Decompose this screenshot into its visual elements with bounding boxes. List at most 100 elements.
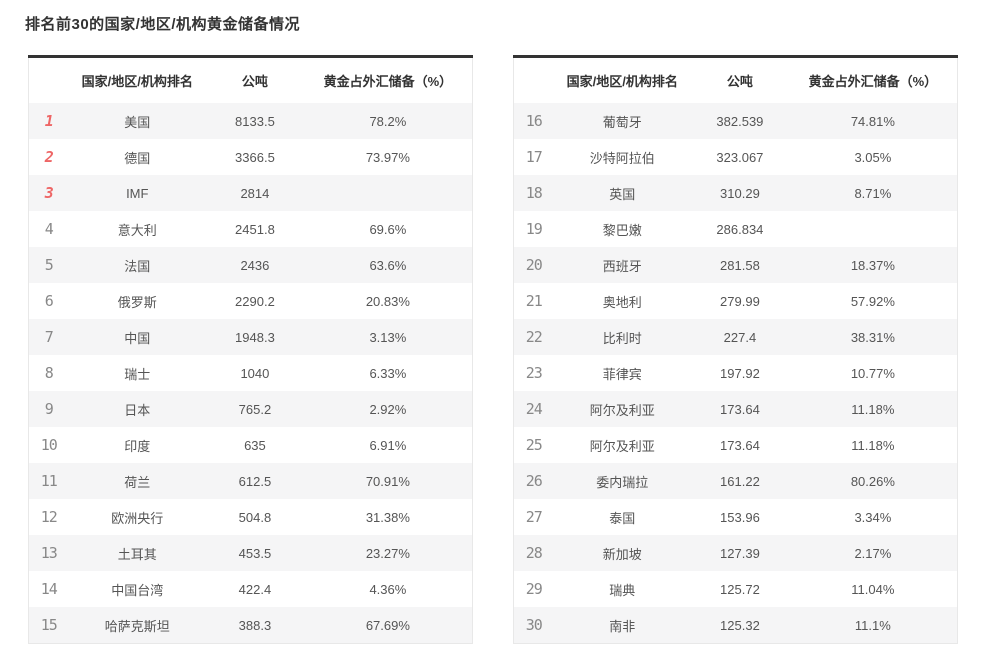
rank-cell: 11 <box>28 463 69 499</box>
country-cell: 美国 <box>68 103 207 139</box>
tons-cell: 173.64 <box>691 391 789 427</box>
pct-cell: 3.13% <box>303 319 473 355</box>
rank-cell: 3 <box>28 175 69 211</box>
table-row: 12 欧洲央行 504.8 31.38% <box>28 499 473 535</box>
pct-cell: 74.81% <box>788 103 958 139</box>
rank-cell: 5 <box>28 247 69 283</box>
pct-cell: 31.38% <box>303 499 473 535</box>
tons-cell: 635 <box>206 427 304 463</box>
country-column-header: 国家/地区/机构排名 <box>553 56 692 103</box>
rank-cell: 26 <box>513 463 554 499</box>
tons-cell: 127.39 <box>691 535 789 571</box>
pct-cell: 69.6% <box>303 211 473 247</box>
pct-cell: 78.2% <box>303 103 473 139</box>
tons-cell: 281.58 <box>691 247 789 283</box>
rank-cell: 19 <box>513 211 554 247</box>
table-row: 5 法国 2436 63.6% <box>28 247 473 283</box>
table-row: 8 瑞士 1040 6.33% <box>28 355 473 391</box>
rank-cell: 23 <box>513 355 554 391</box>
rank-cell: 14 <box>28 571 69 607</box>
pct-cell: 73.97% <box>303 139 473 175</box>
tons-cell: 161.22 <box>691 463 789 499</box>
tons-cell: 279.99 <box>691 283 789 319</box>
pct-cell: 20.83% <box>303 283 473 319</box>
pct-cell: 18.37% <box>788 247 958 283</box>
table-header-row: 国家/地区/机构排名 公吨 黄金占外汇储备（%） <box>28 56 473 103</box>
country-cell: 南非 <box>553 607 692 644</box>
tons-cell: 197.92 <box>691 355 789 391</box>
table-row: 25 阿尔及利亚 173.64 11.18% <box>513 427 958 463</box>
page-title: 排名前30的国家/地区/机构黄金储备情况 <box>25 16 301 33</box>
tons-cell: 227.4 <box>691 319 789 355</box>
country-cell: 欧洲央行 <box>68 499 207 535</box>
table-row: 1 美国 8133.5 78.2% <box>28 103 473 139</box>
country-cell: 西班牙 <box>553 247 692 283</box>
tons-column-header: 公吨 <box>206 56 304 103</box>
country-cell: 印度 <box>68 427 207 463</box>
pct-cell: 6.33% <box>303 355 473 391</box>
tons-cell: 382.539 <box>691 103 789 139</box>
table-row: 4 意大利 2451.8 69.6% <box>28 211 473 247</box>
pct-cell: 8.71% <box>788 175 958 211</box>
table-row: 24 阿尔及利亚 173.64 11.18% <box>513 391 958 427</box>
table-header-row: 国家/地区/机构排名 公吨 黄金占外汇储备（%） <box>513 56 958 103</box>
pct-cell: 57.92% <box>788 283 958 319</box>
country-cell: 黎巴嫩 <box>553 211 692 247</box>
table-row: 6 俄罗斯 2290.2 20.83% <box>28 283 473 319</box>
rank-column-header <box>513 56 554 103</box>
rank-cell: 25 <box>513 427 554 463</box>
country-cell: 葡萄牙 <box>553 103 692 139</box>
tons-cell: 422.4 <box>206 571 304 607</box>
pct-cell: 11.18% <box>788 391 958 427</box>
country-cell: 沙特阿拉伯 <box>553 139 692 175</box>
tons-cell: 153.96 <box>691 499 789 535</box>
table-row: 19 黎巴嫩 286.834 <box>513 211 958 247</box>
pct-cell: 23.27% <box>303 535 473 571</box>
tons-cell: 2436 <box>206 247 304 283</box>
pct-cell: 2.17% <box>788 535 958 571</box>
country-cell: 日本 <box>68 391 207 427</box>
country-cell: 委内瑞拉 <box>553 463 692 499</box>
rank-cell: 20 <box>513 247 554 283</box>
tons-cell: 3366.5 <box>206 139 304 175</box>
rank-cell: 21 <box>513 283 554 319</box>
table-row: 11 荷兰 612.5 70.91% <box>28 463 473 499</box>
rank-cell: 13 <box>28 535 69 571</box>
country-cell: 英国 <box>553 175 692 211</box>
rank-cell: 30 <box>513 607 554 644</box>
rank-cell: 15 <box>28 607 69 644</box>
country-cell: 菲律宾 <box>553 355 692 391</box>
pct-cell: 38.31% <box>788 319 958 355</box>
pct-cell: 11.1% <box>788 607 958 644</box>
pct-cell: 11.18% <box>788 427 958 463</box>
rank-cell: 1 <box>28 103 69 139</box>
tons-cell: 125.32 <box>691 607 789 644</box>
pct-cell: 63.6% <box>303 247 473 283</box>
tons-cell: 2451.8 <box>206 211 304 247</box>
country-cell: 法国 <box>68 247 207 283</box>
country-cell: 俄罗斯 <box>68 283 207 319</box>
pct-cell: 67.69% <box>303 607 473 644</box>
table-row: 10 印度 635 6.91% <box>28 427 473 463</box>
country-cell: 瑞士 <box>68 355 207 391</box>
pct-cell: 11.04% <box>788 571 958 607</box>
pct-cell: 4.36% <box>303 571 473 607</box>
table-row: 2 德国 3366.5 73.97% <box>28 139 473 175</box>
gold-reserves-table-ranks-16-30: 国家/地区/机构排名 公吨 黄金占外汇储备（%） 16 葡萄牙 382.539 74.… <box>513 55 958 644</box>
rank-cell: 7 <box>28 319 69 355</box>
table-row: 20 西班牙 281.58 18.37% <box>513 247 958 283</box>
country-cell: 土耳其 <box>68 535 207 571</box>
tons-cell: 453.5 <box>206 535 304 571</box>
table-row: 3 IMF 2814 <box>28 175 473 211</box>
rank-cell: 4 <box>28 211 69 247</box>
tons-cell: 173.64 <box>691 427 789 463</box>
pct-column-header: 黄金占外汇储备（%） <box>788 56 958 103</box>
tons-cell: 310.29 <box>691 175 789 211</box>
pct-cell: 3.05% <box>788 139 958 175</box>
table-row: 30 南非 125.32 11.1% <box>513 607 958 644</box>
table-row: 9 日本 765.2 2.92% <box>28 391 473 427</box>
tons-cell: 612.5 <box>206 463 304 499</box>
tons-cell: 8133.5 <box>206 103 304 139</box>
country-cell: 意大利 <box>68 211 207 247</box>
country-cell: 哈萨克斯坦 <box>68 607 207 644</box>
